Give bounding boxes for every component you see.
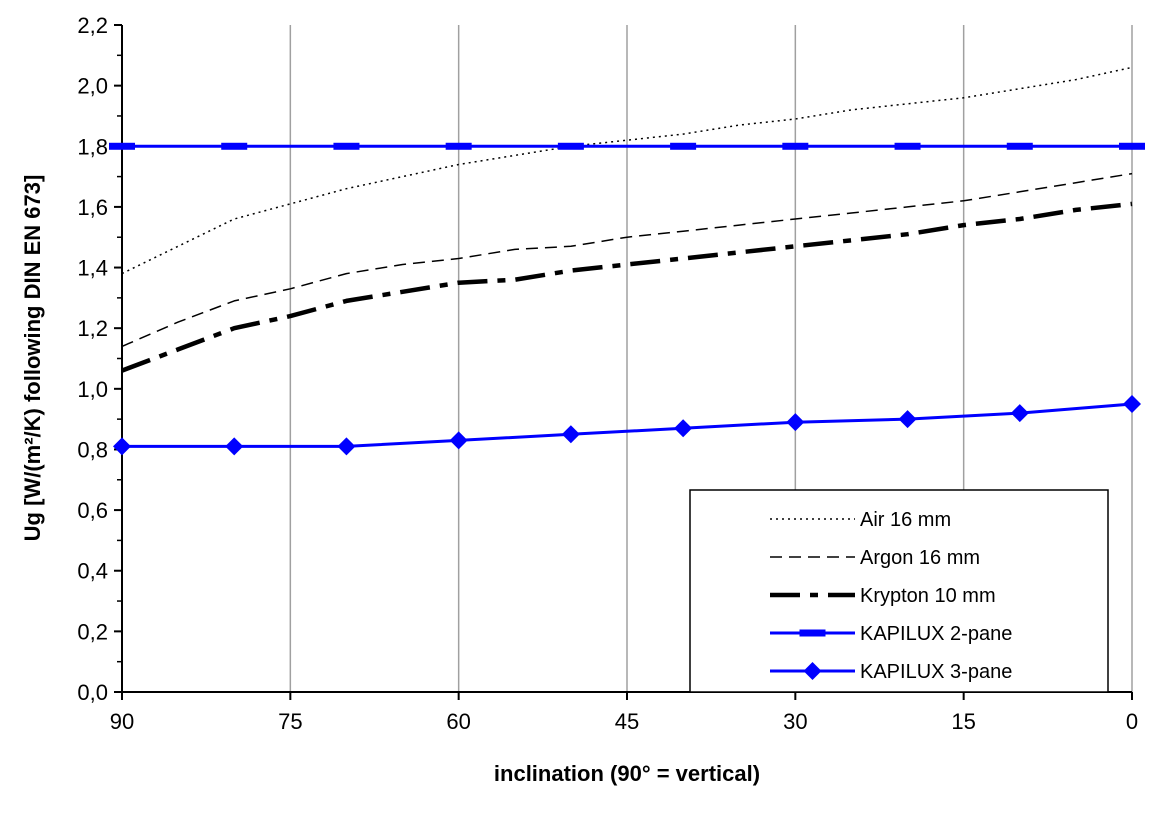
data-point-marker	[782, 142, 809, 150]
legend-label: KAPILUX 2-pane	[860, 623, 1012, 645]
data-point-marker	[337, 437, 356, 456]
grid	[289, 25, 1133, 692]
series-line	[121, 172, 1133, 348]
data-point-marker	[786, 413, 805, 432]
x-tick-label: 30	[783, 709, 807, 734]
y-tick-label: 1,0	[77, 377, 108, 402]
series-line	[122, 402, 1133, 448]
data-point-marker	[561, 425, 580, 444]
x-tick-label: 75	[278, 709, 302, 734]
y-tick-label: 0,8	[77, 437, 108, 462]
data-point-marker	[674, 419, 693, 438]
data-point-marker	[109, 142, 135, 150]
y-tick-label: 0,2	[77, 619, 108, 644]
y-tick-label: 1,2	[77, 316, 108, 341]
data-point-marker	[1119, 142, 1145, 150]
y-tick-label: 0,0	[77, 680, 108, 705]
legend: Air 16 mm Argon 16 mm Krypton 10 mm KAPILUX…	[689, 489, 1109, 693]
legend-label: Argon 16 mm	[860, 547, 980, 569]
y-tick-label: 1,8	[77, 134, 108, 159]
legend-label: KAPILUX 3-pane	[860, 661, 1012, 683]
legend-marker	[803, 662, 822, 680]
legend-marker	[799, 629, 826, 637]
legend-label: Air 16 mm	[860, 509, 951, 531]
series-line	[121, 201, 1133, 373]
x-tick-label: 0	[1126, 709, 1138, 734]
series-line	[121, 66, 1133, 275]
y-tick-label: 0,6	[77, 498, 108, 523]
data-point-marker	[225, 437, 244, 456]
data-point-marker	[113, 437, 131, 456]
x-tick-label: 90	[110, 709, 134, 734]
data-point-marker	[333, 142, 360, 150]
data-point-marker	[221, 142, 248, 150]
x-axis-title: inclination (90° = vertical)	[494, 761, 760, 786]
axes: 0,0 0,2 0,4 0,6 0,8 1,0 1,2 1,4 1,6 1,8 2,0 2,2 90 75…	[77, 13, 1138, 734]
x-tick-label: 15	[951, 709, 975, 734]
legend-label: Krypton 10 mm	[860, 585, 996, 607]
data-point-marker	[445, 142, 472, 150]
legend-box	[689, 489, 1109, 693]
y-tick-label: 1,4	[77, 256, 108, 281]
y-tick-label: 2,2	[77, 13, 108, 38]
data-point-marker	[670, 142, 697, 150]
y-tick-label: 1,6	[77, 195, 108, 220]
y-tick-label: 0,4	[77, 559, 108, 584]
data-point-marker	[1006, 142, 1033, 150]
x-tick-label: 60	[446, 709, 470, 734]
x-tick-label: 45	[615, 709, 639, 734]
data-point-marker	[1010, 404, 1029, 423]
data-point-marker	[1123, 394, 1141, 413]
data-point-marker	[894, 142, 921, 150]
series-layer	[109, 66, 1145, 456]
data-point-marker	[449, 431, 468, 450]
y-tick-label: 2,0	[77, 74, 108, 99]
data-point-marker	[898, 410, 917, 429]
data-point-marker	[557, 142, 584, 150]
y-axis-title: Ug [W/(m²/K) following DIN EN 673]	[20, 175, 45, 542]
